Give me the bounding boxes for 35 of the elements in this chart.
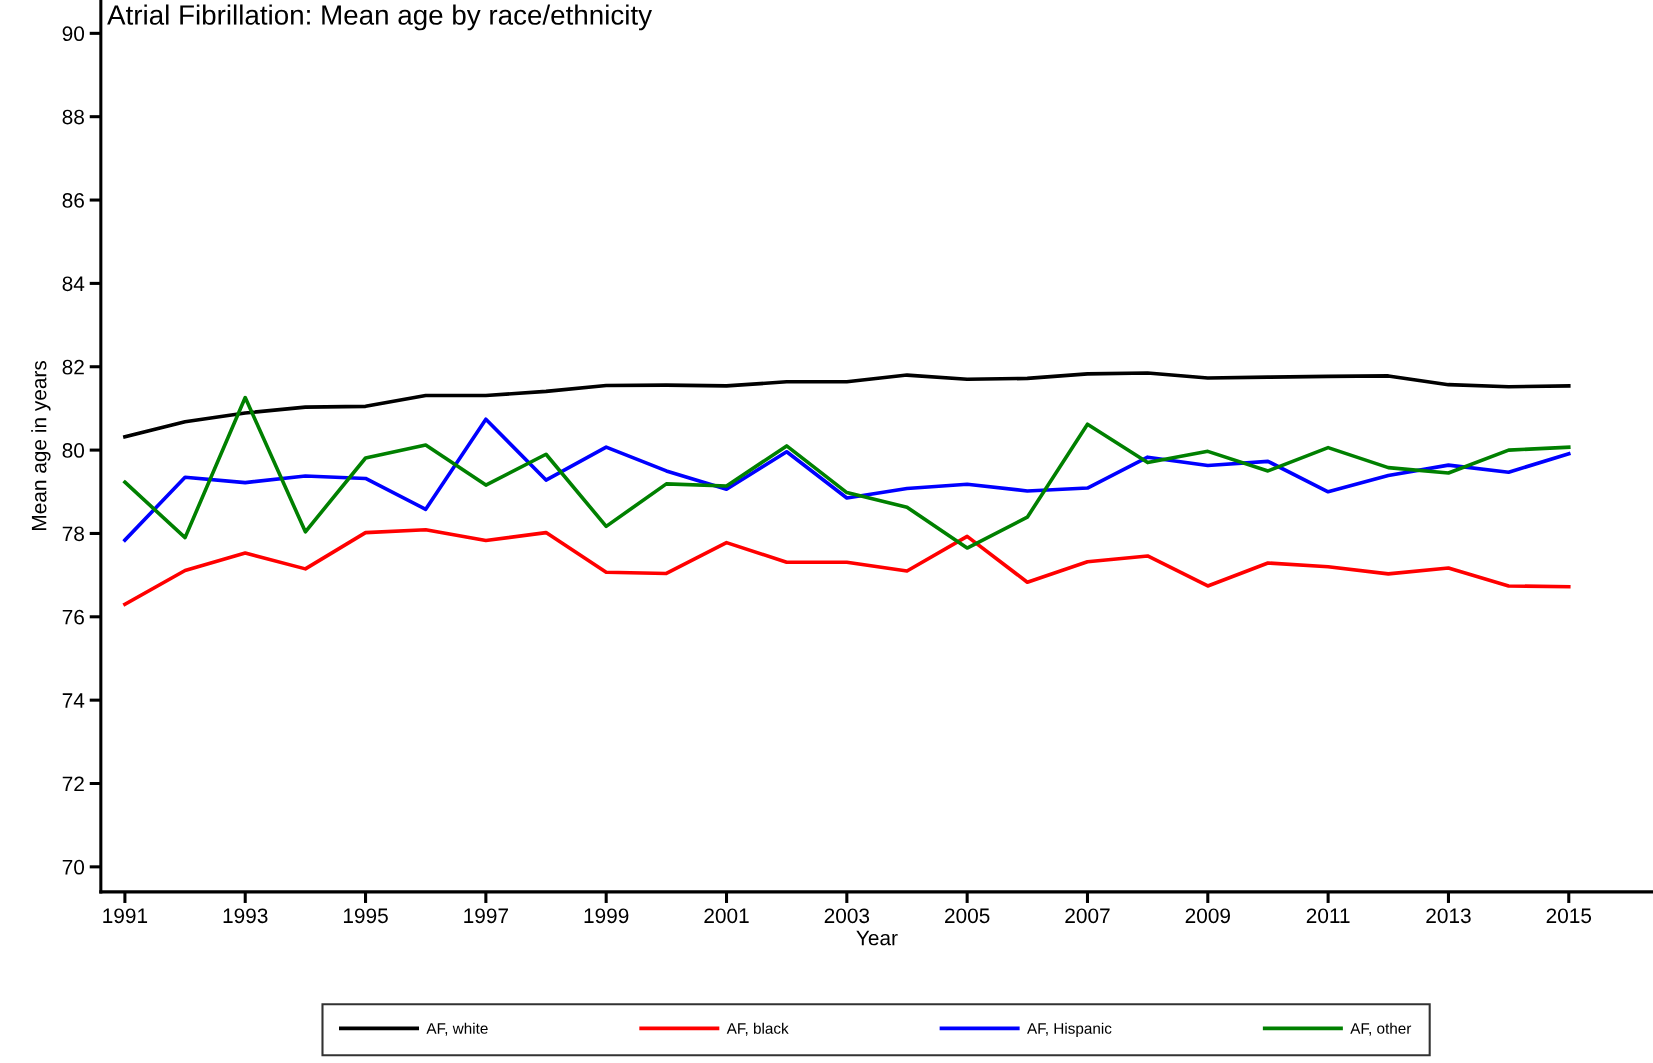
x-tick-label: 2005 (945, 908, 990, 924)
y-tick-label: 74 (62, 693, 85, 708)
x-tick-label: 1993 (223, 908, 268, 924)
x-tick-label: 1991 (103, 908, 148, 924)
legend-label: AF, Hispanic (1027, 1022, 1112, 1037)
line-series (123, 371, 1571, 439)
y-tick-label: 78 (62, 526, 84, 542)
y-tick-label: 84 (62, 276, 85, 292)
x-tick-label: 2013 (1426, 908, 1471, 924)
line-series (123, 395, 1571, 550)
y-tick-label: 82 (62, 359, 84, 375)
y-tick-label: 70 (62, 859, 85, 875)
chart-title: Atrial Fibrillation: Mean age by race/ethnicity (107, 4, 652, 31)
y-tick-label: 86 (62, 193, 84, 208)
y-tick-label: 80 (62, 443, 85, 458)
y-tick-label: 88 (62, 109, 84, 125)
legend-label: AF, other (1350, 1022, 1412, 1036)
y-axis-title: Mean age in years (31, 360, 51, 530)
x-tick-label: 2011 (1306, 908, 1350, 924)
x-axis-title: Year (856, 930, 898, 946)
y-tick-label: 76 (62, 609, 84, 625)
legend-label: AF, black (726, 1022, 789, 1036)
x-tick-label: 2015 (1546, 908, 1592, 924)
x-tick-label: 2009 (1185, 908, 1230, 924)
x-tick-label: 2003 (824, 908, 870, 924)
y-tick-label: 90 (62, 26, 85, 42)
line-series (123, 527, 1571, 607)
x-tick-label: 1995 (343, 908, 388, 924)
line-series (123, 417, 1571, 542)
x-tick-label: 2007 (1065, 908, 1110, 924)
y-tick-label: 72 (62, 776, 84, 792)
x-tick-label: 1999 (584, 908, 629, 924)
x-tick-label: 2001 (704, 908, 749, 924)
x-tick-label: 1997 (464, 908, 508, 924)
legend-label: AF, white (426, 1022, 488, 1036)
